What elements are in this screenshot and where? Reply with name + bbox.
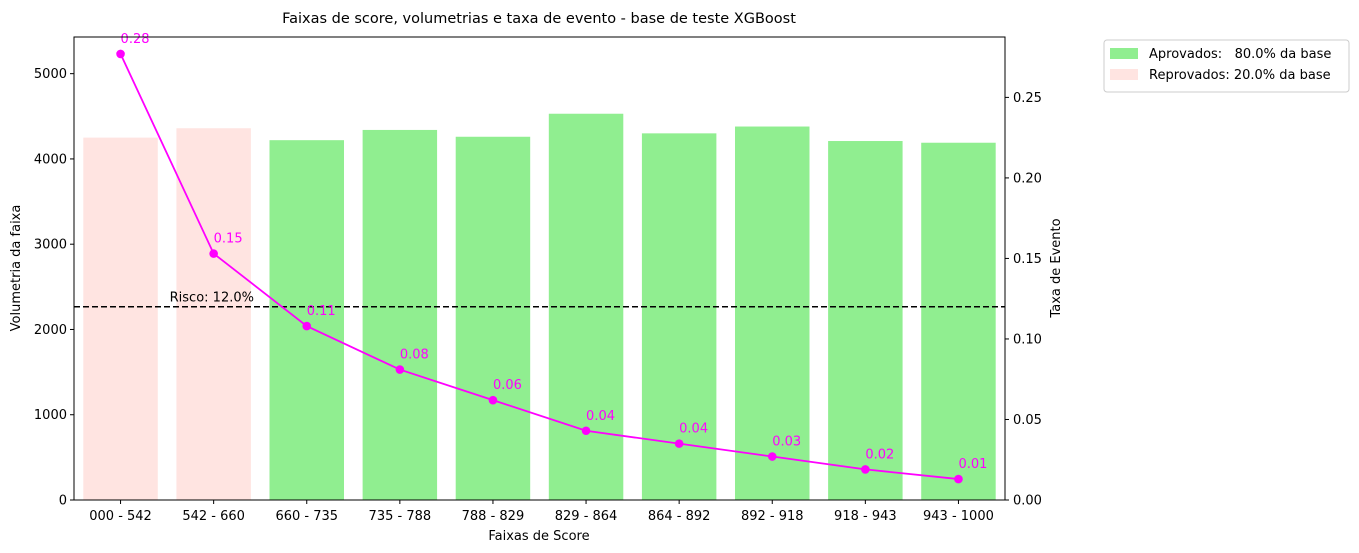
event-rate-point-5 (488, 395, 498, 405)
bar-10 (921, 142, 996, 500)
x-tick-label-2: 542 - 660 (182, 509, 245, 524)
event-rate-label-6: 0.04 (586, 409, 615, 424)
y2-tick-label-3: 0.15 (1013, 252, 1042, 267)
event-rate-point-3 (302, 321, 312, 331)
event-rate-point-4 (395, 365, 405, 374)
y-axis-label: Volumetria da faixa (9, 205, 24, 332)
y2-tick-label-5: 0.25 (1013, 91, 1042, 106)
event-rate-point-10 (954, 474, 963, 484)
event-rate-label-10: 0.01 (958, 457, 987, 472)
y2-tick-label-0: 0.00 (1013, 494, 1042, 509)
legend-label-reprovados: Reprovados: 20.0% da base (1149, 68, 1331, 83)
bar-3 (269, 140, 344, 501)
bar-4 (362, 129, 438, 500)
event-rate-label-1: 0.28 (121, 32, 150, 47)
y-tick-label-4: 4000 (34, 152, 67, 167)
event-rate-point-8 (767, 452, 777, 461)
event-rate-label-2: 0.15 (214, 232, 243, 247)
x-tick-label-1: 000 - 542 (89, 509, 152, 524)
y2-tick-label-1: 0.05 (1013, 413, 1042, 428)
reference-line-layer: Risco: 12.0% (74, 291, 1005, 308)
plot-frame (73, 36, 1006, 501)
x-tick-label-7: 864 - 892 (648, 509, 711, 524)
legend: Aprovados: 80.0% da base Reprovados: 20.0… (1103, 39, 1350, 93)
chart-title: Faixas de score, volumetrias e taxa de e… (282, 11, 796, 27)
event-rate-point-7 (674, 439, 684, 448)
risk-reference-label: Risco: 12.0% (170, 291, 254, 306)
bar-1 (83, 137, 158, 500)
y2-axis-label: Taxa de Evento (1049, 218, 1064, 318)
x-tick-label-10: 943 - 1000 (923, 509, 994, 524)
legend-swatch-aprovados (1110, 48, 1138, 59)
event-rate-point-2 (209, 249, 218, 258)
bar-5 (455, 136, 531, 500)
event-rate-label-7: 0.04 (679, 422, 708, 437)
legend-label-aprovados: Aprovados: 80.0% da base (1149, 47, 1331, 62)
x-tick-label-6: 829 - 864 (555, 509, 618, 524)
event-rate-label-4: 0.08 (400, 348, 429, 363)
legend-frame (1103, 39, 1350, 93)
bar-8 (735, 126, 810, 500)
y-tick-label-0: 0 (59, 494, 67, 509)
x-tick-label-5: 788 - 829 (462, 509, 525, 524)
y-tick-label-2: 2000 (34, 323, 67, 338)
x-tick-label-8: 892 - 918 (741, 509, 804, 524)
legend-swatch-reprovados (1110, 69, 1138, 80)
event-rate-label-8: 0.03 (772, 435, 801, 450)
event-rate-point-1 (116, 49, 125, 59)
axes-layer: 0 1000 2000 3000 4000 5000 0.00 0.05 0.10 0.15 0.2… (34, 36, 1042, 524)
bar-7 (641, 133, 717, 500)
event-rate-line (119, 53, 959, 480)
x-axis-label: Faixas de Score (488, 529, 589, 544)
x-tick-label-4: 735 - 788 (369, 509, 432, 524)
event-rate-line-layer: 0.28 0.15 0.11 0.08 0.06 0.04 0.04 0.03 0.02 0.01 (116, 32, 987, 484)
x-tick-label-3: 660 - 735 (275, 509, 338, 524)
event-rate-label-9: 0.02 (865, 447, 894, 462)
event-rate-point-6 (581, 426, 591, 436)
y2-tick-label-2: 0.10 (1013, 332, 1042, 347)
bar-6 (548, 113, 624, 501)
y-tick-label-3: 3000 (34, 238, 67, 253)
bar-2 (176, 128, 251, 501)
event-rate-label-3: 0.11 (307, 304, 336, 319)
y-tick-label-5: 5000 (34, 67, 67, 82)
y-tick-label-1: 1000 (34, 408, 67, 423)
x-tick-label-9: 918 - 943 (834, 509, 897, 524)
y2-tick-label-4: 0.20 (1013, 171, 1042, 186)
bar-9 (828, 141, 903, 500)
event-rate-label-5: 0.06 (493, 378, 522, 393)
event-rate-point-9 (861, 465, 870, 474)
